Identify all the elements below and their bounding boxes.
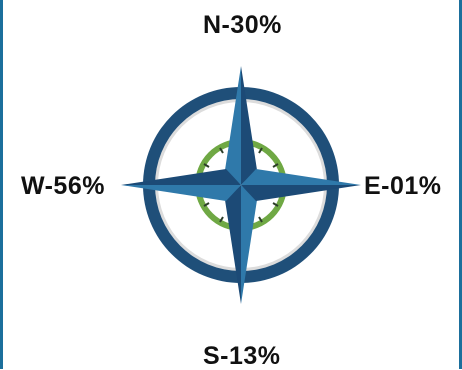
compass-rose-icon (121, 66, 361, 304)
south-point-left (225, 185, 241, 304)
east-point-bottom (241, 185, 361, 201)
west-point-bottom (121, 185, 241, 201)
east-point-top (241, 169, 361, 185)
label-north: N-30% (203, 11, 282, 39)
west-point-top (121, 169, 241, 185)
label-south: S-13% (203, 342, 281, 370)
label-east: E-01% (364, 172, 442, 200)
compass-star (121, 66, 361, 304)
north-point-right (241, 66, 257, 185)
south-point-right (241, 185, 257, 304)
label-west: W-56% (21, 172, 105, 200)
north-point-left (225, 66, 241, 185)
